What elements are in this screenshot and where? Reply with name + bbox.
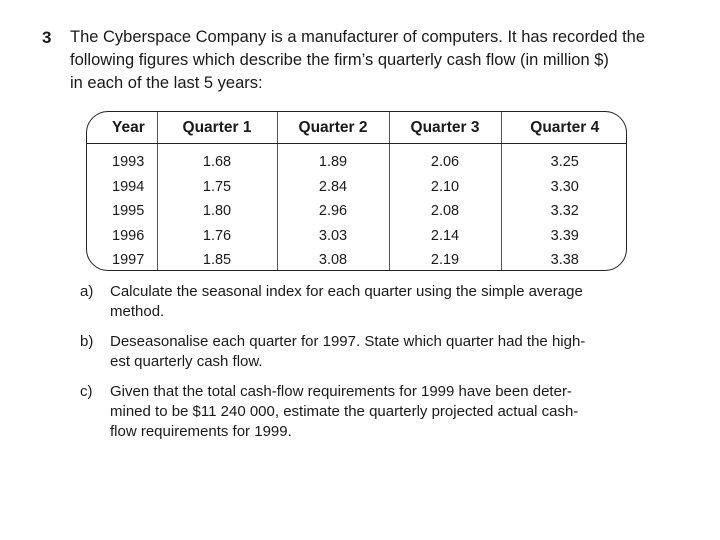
cell-value: 3.25 <box>550 154 579 171</box>
part-a: a) Calculate the seasonal index for each… <box>80 282 650 322</box>
cell-value: 3.08 <box>277 248 390 270</box>
part-line: method. <box>110 303 165 320</box>
cell-value: 3.30 <box>550 178 579 195</box>
question-number: 3 <box>42 28 52 47</box>
cell-year: 1994 <box>87 174 158 199</box>
table-row: 1997 1.85 3.08 2.19 3.38 <box>87 248 626 270</box>
cell-value: 1.85 <box>157 248 278 270</box>
cell-value: 1.75 <box>157 174 278 199</box>
part-text: Calculate the seasonal index for each qu… <box>110 282 650 322</box>
part-line: flow requirements for 1999. <box>110 423 292 440</box>
cell-value: 1.68 <box>157 143 278 175</box>
header-quarter-4: Quarter 4 <box>501 112 626 144</box>
question-parts: a) Calculate the seasonal index for each… <box>80 282 650 452</box>
cash-flow-table-frame: Year Quarter 1 Quarter 2 Quarter 3 Quart… <box>86 111 627 271</box>
header-quarter-1: Quarter 1 <box>157 112 278 144</box>
cell-year: 1993 <box>87 143 158 175</box>
table-row: 1995 1.80 2.96 2.08 3.32 <box>87 199 626 224</box>
cell-year: 1996 <box>87 223 158 248</box>
table-row: 1993 1.68 1.89 2.06 3.25 <box>87 143 626 175</box>
part-line: mined to be $11 240 000, estimate the qu… <box>110 403 579 420</box>
intro-line: The Cyberspace Company is a manufacturer… <box>70 28 646 46</box>
header-year: Year <box>87 112 158 144</box>
part-label: a) <box>80 283 94 300</box>
cell-value: 1.76 <box>157 223 278 248</box>
part-label: b) <box>80 333 94 350</box>
part-text: Given that the total cash-flow requireme… <box>110 382 650 442</box>
cell-value: 2.84 <box>277 174 390 199</box>
part-c: c) Given that the total cash-flow requir… <box>80 382 650 442</box>
table-header-row: Year Quarter 1 Quarter 2 Quarter 3 Quart… <box>87 112 626 144</box>
intro-line: in each of the last 5 years: <box>70 74 263 92</box>
part-line: Calculate the seasonal index for each qu… <box>110 283 583 300</box>
part-b: b) Deseasonalise each quarter for 1997. … <box>80 332 650 372</box>
part-line: est quarterly cash flow. <box>110 353 263 370</box>
part-text: Deseasonalise each quarter for 1997. Sta… <box>110 332 650 372</box>
part-line: Given that the total cash-flow requireme… <box>110 383 572 400</box>
header-quarter-3: Quarter 3 <box>389 112 502 144</box>
table-row: 1996 1.76 3.03 2.14 3.39 <box>87 223 626 248</box>
cell-value: 3.32 <box>550 203 579 220</box>
header-quarter-2: Quarter 2 <box>277 112 390 144</box>
cell-value: 2.96 <box>277 199 390 224</box>
cell-value: 2.06 <box>389 143 502 175</box>
cell-value: 2.19 <box>389 248 502 270</box>
part-label: c) <box>80 383 93 400</box>
cell-year: 1997 <box>87 248 158 270</box>
table-row: 1994 1.75 2.84 2.10 3.30 <box>87 174 626 199</box>
cell-value: 2.14 <box>389 223 502 248</box>
cell-value: 1.89 <box>277 143 390 175</box>
question-intro: The Cyberspace Company is a manufacturer… <box>70 26 682 95</box>
cell-year: 1995 <box>87 199 158 224</box>
part-line: Deseasonalise each quarter for 1997. Sta… <box>110 333 586 350</box>
intro-line: following figures which describe the fir… <box>70 51 609 69</box>
cell-value: 3.38 <box>550 252 579 269</box>
cell-value: 1.80 <box>157 199 278 224</box>
cell-value: 3.39 <box>550 227 579 244</box>
cell-value: 2.08 <box>389 199 502 224</box>
cell-value: 3.03 <box>277 223 390 248</box>
cash-flow-table: Year Quarter 1 Quarter 2 Quarter 3 Quart… <box>87 112 626 270</box>
cell-value: 2.10 <box>389 174 502 199</box>
